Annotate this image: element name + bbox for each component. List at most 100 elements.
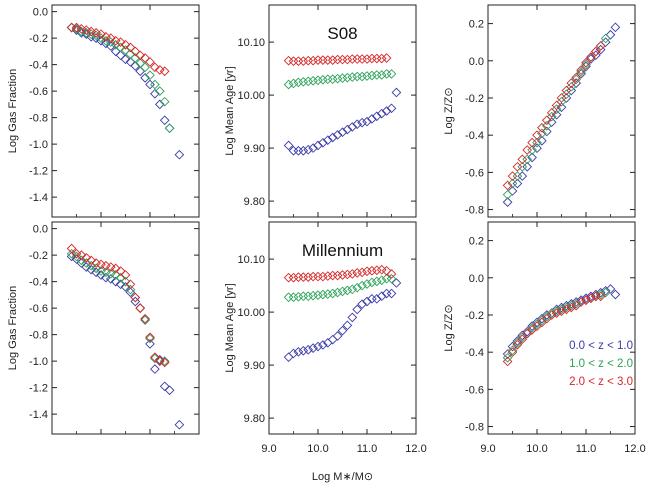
data-point [507, 171, 518, 181]
data-point [81, 258, 92, 268]
data-point [308, 75, 318, 86]
data-point [337, 325, 348, 336]
data-point [293, 56, 304, 67]
data-point [362, 71, 372, 81]
data-point [551, 100, 562, 111]
y-tick-label: 10.10 [237, 37, 265, 49]
data-point [561, 93, 572, 103]
series-blue [502, 284, 621, 359]
data-point [159, 381, 170, 392]
y-tick-label: -1.2 [29, 166, 48, 178]
panel-top-middle: 10.10 10.00 9.90 9.80 Log Mean Age [yr] S08 [224, 4, 417, 218]
data-point [86, 264, 97, 275]
data-point [303, 144, 314, 155]
data-point [581, 293, 591, 304]
data-point [71, 24, 82, 34]
data-point [581, 59, 591, 70]
data-point [322, 271, 333, 281]
data-point [571, 72, 582, 83]
legend-entry: 0.0 < z < 1.0 [569, 340, 633, 352]
data-point [502, 197, 513, 207]
data-point [327, 55, 338, 65]
data-point [352, 71, 363, 82]
y-tick-label: 0.2 [469, 19, 484, 31]
data-point [371, 70, 382, 80]
data-point [551, 304, 562, 315]
data-point [154, 86, 165, 96]
series-blue [66, 22, 185, 160]
series-blue [283, 87, 402, 156]
data-point [512, 178, 523, 189]
data-point [352, 54, 363, 64]
panel-title: S08 [327, 24, 357, 43]
data-point [313, 55, 323, 65]
data-point [313, 341, 323, 352]
data-point [76, 250, 87, 260]
data-point [362, 266, 372, 277]
y-axis-label: Log Mean Age [yr] [224, 283, 236, 372]
data-point [145, 339, 155, 349]
series-blue [283, 278, 402, 362]
panel-title: Millennium [302, 241, 383, 260]
data-point [120, 39, 131, 50]
data-point [600, 33, 611, 44]
data-point [105, 41, 116, 51]
data-point [551, 308, 562, 318]
x-tick-label: 9.0 [480, 443, 495, 455]
data-point [327, 334, 338, 345]
data-point [527, 137, 537, 148]
data-point [322, 55, 333, 65]
data-point [140, 73, 150, 83]
data-point [135, 303, 146, 313]
data-point [337, 286, 348, 297]
data-point [586, 291, 596, 302]
y-axis-label: Log Mean Age [yr] [224, 66, 236, 155]
y-tick-label: -1.0 [29, 356, 48, 368]
data-point [357, 299, 367, 309]
y-tick-label: -1.4 [29, 192, 48, 204]
data-point [298, 272, 309, 282]
data-point [357, 54, 367, 64]
data-point [293, 272, 304, 282]
panel-bottom-right: 0.2 0.0 -0.2 -0.4 -0.6 -0.8 9.0 10.0 11.0 12.0 Log… [443, 221, 646, 455]
data-point [532, 137, 542, 148]
y-tick-label: -0.6 [29, 86, 48, 98]
x-tick-label: 10.0 [526, 443, 547, 455]
y-tick-label: 9.90 [244, 143, 265, 155]
data-point [120, 282, 131, 292]
data-point [352, 304, 363, 315]
data-point [566, 85, 577, 96]
data-point [362, 296, 372, 307]
data-point [561, 89, 572, 100]
data-point [332, 270, 343, 281]
y-tick-label: -0.2 [465, 310, 484, 322]
data-point [502, 356, 513, 367]
data-point [140, 315, 150, 325]
data-point [566, 78, 577, 88]
y-tick-label: -0.6 [465, 384, 484, 396]
series-red [283, 53, 392, 67]
data-point [115, 42, 126, 53]
data-point [115, 37, 126, 47]
data-point [512, 161, 523, 172]
data-point [357, 267, 367, 278]
data-point [110, 263, 121, 274]
data-point [293, 291, 304, 302]
data-point [376, 275, 387, 286]
data-point [288, 272, 299, 283]
data-point [120, 276, 131, 287]
x-tick-label: 9.0 [261, 443, 276, 455]
data-point [381, 53, 392, 63]
data-point [288, 56, 299, 67]
data-point [566, 81, 577, 92]
data-point [581, 57, 591, 68]
data-point [367, 70, 377, 81]
data-point [556, 96, 567, 107]
data-point [386, 288, 397, 299]
data-point [115, 272, 126, 283]
data-point [91, 267, 101, 278]
y-tick-label: -0.6 [465, 167, 484, 179]
data-point [125, 49, 136, 59]
data-point [527, 145, 537, 155]
